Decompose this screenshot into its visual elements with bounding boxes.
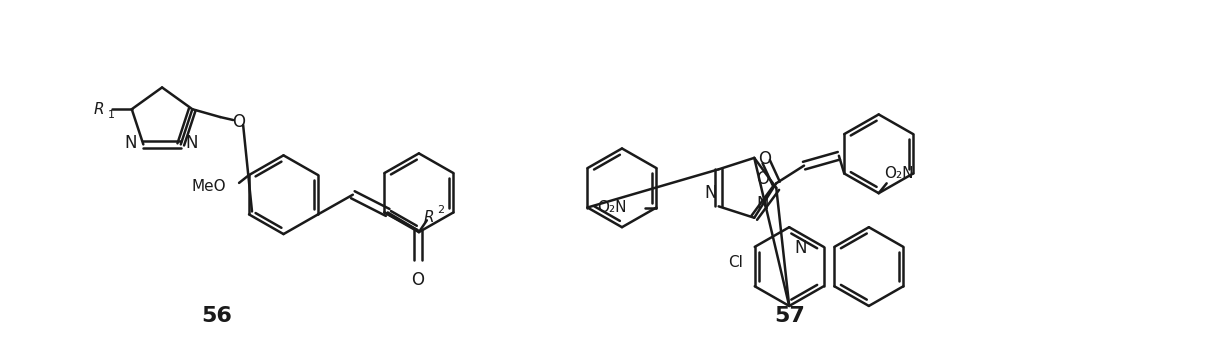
Text: MeO: MeO xyxy=(192,179,227,194)
Text: Cl: Cl xyxy=(728,255,742,270)
Text: O: O xyxy=(411,272,423,290)
Text: R: R xyxy=(94,102,103,117)
Text: N: N xyxy=(756,195,768,213)
Text: 56: 56 xyxy=(202,306,233,326)
Text: O: O xyxy=(758,150,771,167)
Text: N: N xyxy=(186,135,198,153)
Text: N: N xyxy=(794,239,806,257)
Text: N: N xyxy=(124,135,138,153)
Text: N: N xyxy=(704,184,716,201)
Text: 2: 2 xyxy=(437,205,444,216)
Text: O₂N: O₂N xyxy=(597,200,627,215)
Text: O₂N: O₂N xyxy=(884,166,913,181)
Text: O: O xyxy=(231,113,245,131)
Text: R: R xyxy=(423,210,435,225)
Text: 1: 1 xyxy=(108,110,114,120)
Text: 57: 57 xyxy=(774,306,805,326)
Text: O: O xyxy=(756,170,769,188)
